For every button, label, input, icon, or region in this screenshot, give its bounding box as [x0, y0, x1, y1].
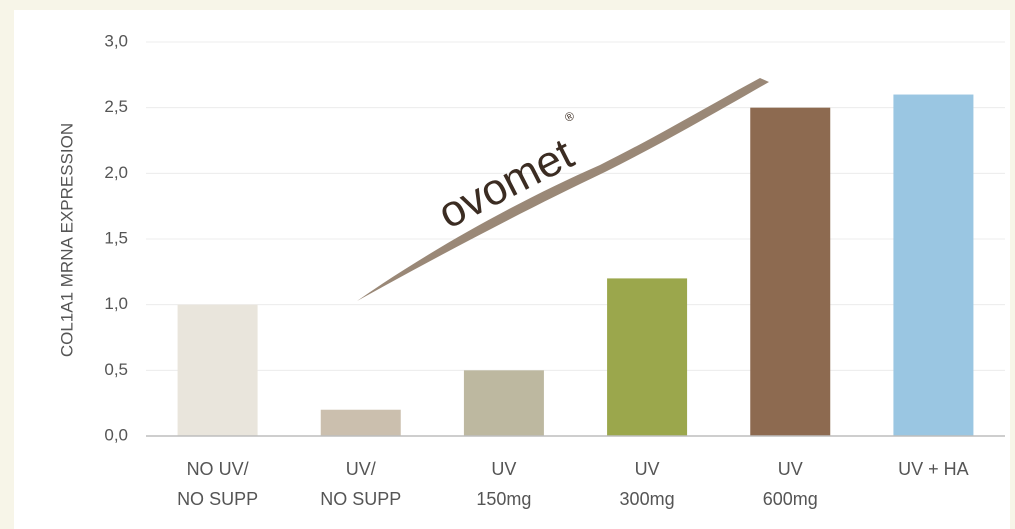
x-tick-label: NO UV/: [187, 459, 249, 479]
x-tick-label: 150mg: [476, 489, 531, 509]
x-tick-label: UV: [635, 459, 660, 479]
y-tick-label: 3,0: [104, 31, 128, 50]
x-tick-label: UV + HA: [898, 459, 969, 479]
bar: [320, 409, 401, 436]
x-tick-label: UV/: [346, 459, 376, 479]
x-tick-label: NO SUPP: [320, 489, 401, 509]
bar: [893, 94, 974, 437]
bar: [177, 304, 258, 436]
x-tick-label: UV: [491, 459, 516, 479]
bar: [750, 107, 831, 437]
logo-swoosh: [357, 78, 769, 301]
y-tick-label: 2,5: [104, 97, 128, 116]
y-tick-label: 2,0: [104, 163, 128, 182]
y-tick-label: 0,5: [104, 360, 128, 379]
bar: [607, 278, 688, 436]
x-tick-label: 300mg: [620, 489, 675, 509]
panel: [14, 10, 1010, 529]
x-tick-label: 600mg: [763, 489, 818, 509]
y-tick-label: 0,0: [104, 425, 128, 444]
x-tick-label: UV: [778, 459, 803, 479]
y-tick-label: 1,0: [104, 294, 128, 313]
y-axis-label: COL1A1 MRNA EXPRESSION: [57, 123, 76, 357]
x-tick-label: NO SUPP: [177, 489, 258, 509]
bar: [463, 370, 544, 436]
y-tick-label: 1,5: [104, 228, 128, 247]
